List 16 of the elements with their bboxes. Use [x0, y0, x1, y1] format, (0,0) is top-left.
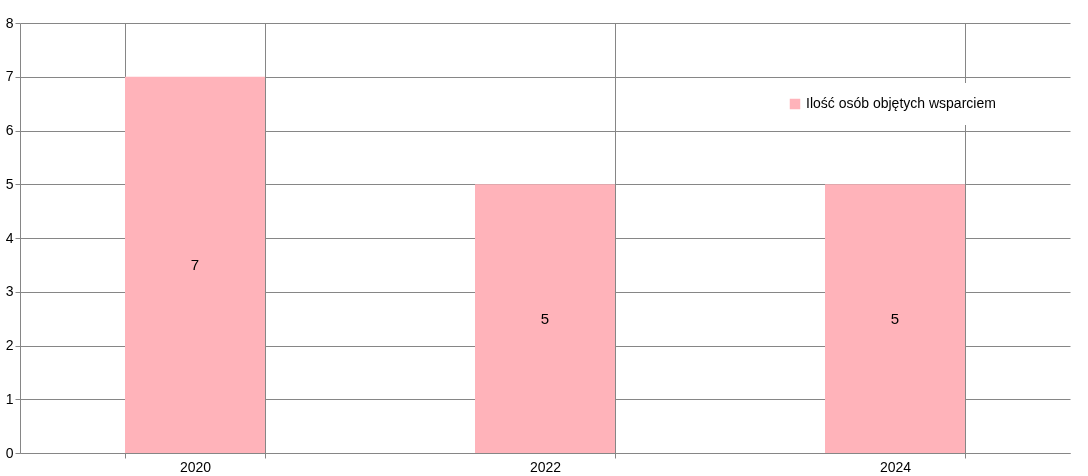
y-tick-label: 4	[5, 229, 14, 246]
y-tick-label: 2	[5, 337, 14, 353]
y-tick-label: 8	[5, 14, 14, 31]
y-tick-label: 6	[5, 122, 14, 138]
data-label: 5	[890, 309, 900, 327]
y-tick-label: 1	[5, 390, 14, 407]
data-label: 7	[190, 255, 200, 273]
y-tick-label: 0	[5, 444, 14, 461]
y-tick-label: 3	[5, 283, 14, 300]
data-label: 5	[540, 309, 550, 327]
x-tick-label: 2020	[179, 458, 212, 475]
x-tick-label: 2022	[529, 458, 562, 475]
y-tick-label: 5	[5, 175, 14, 192]
legend-label: Ilość osób objętych wsparciem	[806, 95, 996, 111]
y-tick-label: 7	[5, 68, 14, 85]
x-tick-label: 2024	[879, 458, 912, 475]
